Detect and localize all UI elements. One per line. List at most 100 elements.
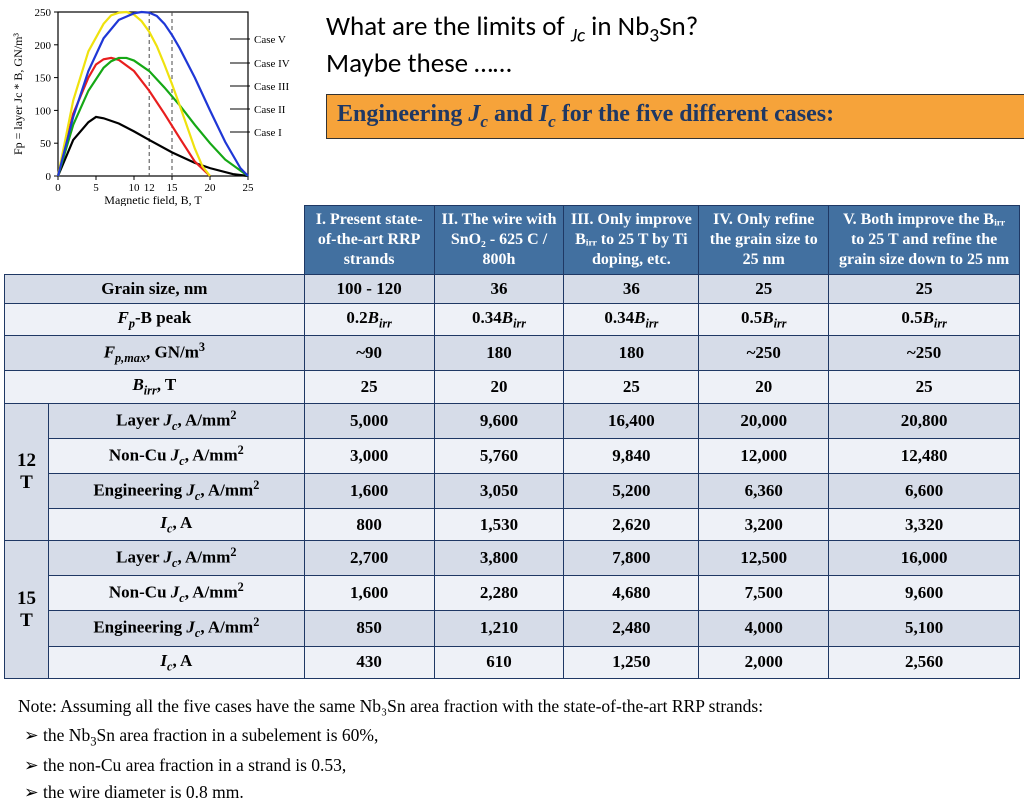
notes: Note: Assuming all the five cases have t…	[0, 679, 1024, 806]
metric-label: Engineering Jc, A/mm2	[48, 611, 304, 646]
cell: 25	[304, 371, 434, 403]
metric-label: Layer Jc, A/mm2	[48, 541, 304, 576]
y-axis-label: Fp = layer Jc * B, GN/m³	[11, 33, 25, 155]
cell: 2,000	[699, 646, 829, 678]
col-case5: V. Both improve the Bᵢᵣᵣ to 25 T and ref…	[829, 206, 1020, 275]
cell: 180	[564, 336, 699, 371]
cell: 5,200	[564, 473, 699, 508]
cell: 25	[564, 371, 699, 403]
svg-text:20: 20	[205, 182, 217, 194]
cell: 3,200	[699, 508, 829, 540]
cell: 0.5Birr	[829, 304, 1020, 336]
cell: 36	[564, 275, 699, 304]
cell: 2,700	[304, 541, 434, 576]
cell: 12,480	[829, 438, 1020, 473]
note-intro: Note: Assuming all the five cases have t…	[18, 693, 1006, 720]
cell: 5,760	[434, 438, 564, 473]
legend-case-v: Case V	[254, 34, 286, 46]
legend-case-ii: Case II	[254, 104, 286, 116]
cell: 850	[304, 611, 434, 646]
svg-text:0: 0	[46, 171, 52, 183]
cell: 6,600	[829, 473, 1020, 508]
col-case4: IV. Only refine the grain size to 25 nm	[699, 206, 829, 275]
group-label: 12T	[5, 403, 49, 541]
cell: 25	[829, 275, 1020, 304]
legend-case-iv: Case IV	[254, 58, 290, 70]
param-label: Fp-B peak	[5, 304, 305, 336]
cell: 0.2Birr	[304, 304, 434, 336]
svg-text:250: 250	[35, 7, 52, 19]
cell: ~250	[829, 336, 1020, 371]
cell: 5,000	[304, 403, 434, 438]
cell: 36	[434, 275, 564, 304]
cell: 16,000	[829, 541, 1020, 576]
col-case2: II. The wire with SnO₂ - 625 C / 800h	[434, 206, 564, 275]
cell: 180	[434, 336, 564, 371]
cell: 7,800	[564, 541, 699, 576]
metric-label: Engineering Jc, A/mm2	[48, 473, 304, 508]
cell: 2,620	[564, 508, 699, 540]
cell: 430	[304, 646, 434, 678]
cell: 5,100	[829, 611, 1020, 646]
cell: 20	[699, 371, 829, 403]
note-bullet: the Nb3Sn area fraction in a subelement …	[18, 722, 1006, 752]
cases-table: I. Present state-of-the-art RRP strands …	[4, 205, 1020, 679]
legend-case-iii: Case III	[254, 81, 289, 93]
param-label: Grain size, nm	[5, 275, 305, 304]
cell: 3,800	[434, 541, 564, 576]
metric-label: Non-Cu Jc, A/mm2	[48, 576, 304, 611]
cell: 1,250	[564, 646, 699, 678]
note-bullet: the wire diameter is 0.8 mm.	[18, 779, 1006, 806]
legend-case-i: Case I	[254, 127, 282, 139]
curve-case-i	[58, 117, 248, 176]
cell: 2,480	[564, 611, 699, 646]
metric-label: Ic, A	[48, 508, 304, 540]
cell: 9,600	[434, 403, 564, 438]
cell: 800	[304, 508, 434, 540]
title-line2: Maybe these ……	[326, 47, 1024, 80]
metric-label: Layer Jc, A/mm2	[48, 403, 304, 438]
svg-text:50: 50	[40, 138, 52, 150]
title-area: What are the limits of Jc in Nb3Sn? Mayb…	[310, 0, 1024, 139]
cell: 1,210	[434, 611, 564, 646]
cell: 2,280	[434, 576, 564, 611]
cell: 4,000	[699, 611, 829, 646]
cell: 20,000	[699, 403, 829, 438]
cell: ~90	[304, 336, 434, 371]
group-label: 15T	[5, 541, 49, 679]
cell: 6,360	[699, 473, 829, 508]
cell: 9,600	[829, 576, 1020, 611]
cell: 16,400	[564, 403, 699, 438]
cell: 1,600	[304, 576, 434, 611]
col-case1: I. Present state-of-the-art RRP strands	[304, 206, 434, 275]
cell: 25	[829, 371, 1020, 403]
cell: 3,000	[304, 438, 434, 473]
svg-text:100: 100	[35, 105, 52, 117]
svg-text:0: 0	[55, 182, 61, 194]
cell: 25	[699, 275, 829, 304]
col-case3: III. Only improve Bᵢᵣᵣ to 25 T by Ti dop…	[564, 206, 699, 275]
param-label: Birr, T	[5, 371, 305, 403]
cell: 12,000	[699, 438, 829, 473]
svg-text:200: 200	[35, 40, 52, 52]
chart-svg: 051015202512050100150200250Case VCase IV…	[10, 6, 310, 206]
corner-blank	[5, 206, 305, 275]
cell: ~250	[699, 336, 829, 371]
fp-vs-b-chart: 051015202512050100150200250Case VCase IV…	[0, 0, 310, 205]
cell: 20,800	[829, 403, 1020, 438]
cell: 1,600	[304, 473, 434, 508]
cell: 20	[434, 371, 564, 403]
cell: 4,680	[564, 576, 699, 611]
banner: Engineering Jc and Ic for the five diffe…	[326, 94, 1024, 139]
cell: 3,320	[829, 508, 1020, 540]
metric-label: Ic, A	[48, 646, 304, 678]
cell: 610	[434, 646, 564, 678]
x-axis-label: Magnetic field, B, T	[104, 193, 202, 206]
cell: 12,500	[699, 541, 829, 576]
svg-text:5: 5	[93, 182, 99, 194]
note-bullet: the non-Cu area fraction in a strand is …	[18, 752, 1006, 779]
cell: 0.5Birr	[699, 304, 829, 336]
param-label: Fp,max, GN/m3	[5, 336, 305, 371]
cell: 100 - 120	[304, 275, 434, 304]
cell: 3,050	[434, 473, 564, 508]
